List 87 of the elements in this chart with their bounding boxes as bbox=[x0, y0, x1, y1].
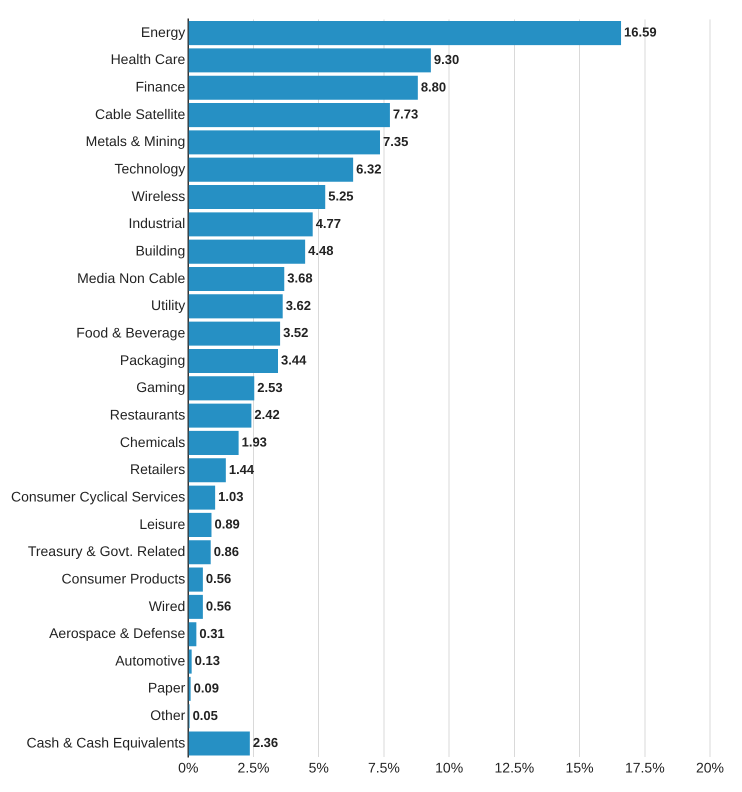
data-label: 3.68 bbox=[287, 270, 313, 286]
bar bbox=[188, 21, 622, 46]
bar bbox=[188, 266, 284, 292]
y-tick-label: Other bbox=[150, 707, 186, 724]
bar bbox=[188, 512, 212, 537]
data-label: 9.30 bbox=[434, 52, 460, 67]
x-tick-label: 10% bbox=[435, 759, 464, 776]
x-tick-label: 20% bbox=[696, 759, 724, 776]
data-label: 0.05 bbox=[192, 708, 218, 723]
bar bbox=[188, 732, 250, 756]
x-tick-label: 7.5% bbox=[368, 759, 400, 776]
data-label: 2.36 bbox=[252, 735, 278, 750]
y-tick-label: Retailers bbox=[130, 461, 186, 478]
data-label: 3.44 bbox=[281, 352, 308, 368]
y-tick-label: Wireless bbox=[132, 188, 186, 204]
y-tick-label: Wired bbox=[148, 598, 186, 614]
data-label: 0.13 bbox=[194, 653, 220, 668]
data-label: 0.31 bbox=[199, 626, 225, 641]
data-label: 3.52 bbox=[283, 325, 308, 340]
bar bbox=[188, 103, 390, 128]
y-tick-label: Treasury & Govt. Related bbox=[28, 543, 186, 560]
y-tick-label: Industrial bbox=[128, 215, 186, 232]
y-tick-label: Energy bbox=[140, 24, 186, 40]
data-label: 2.42 bbox=[254, 407, 280, 422]
data-label: 3.62 bbox=[286, 298, 312, 313]
x-tick-label: 5% bbox=[308, 759, 329, 776]
bar bbox=[188, 404, 252, 428]
x-tick-label: 2.5% bbox=[238, 759, 270, 776]
bar bbox=[188, 458, 226, 482]
y-tick-label: Consumer Products bbox=[62, 570, 186, 586]
bar bbox=[188, 376, 254, 400]
y-tick-label: Building bbox=[135, 242, 186, 259]
data-label: 6.32 bbox=[356, 161, 382, 176]
bar bbox=[188, 322, 280, 346]
y-tick-label: Finance bbox=[135, 78, 186, 95]
y-tick-label: Utility bbox=[151, 297, 186, 314]
data-label: 4.77 bbox=[316, 216, 342, 231]
x-tick-label: 15% bbox=[566, 759, 594, 776]
data-label: 0.09 bbox=[194, 680, 219, 696]
data-label: 0.56 bbox=[206, 571, 232, 586]
data-label: 0.89 bbox=[214, 516, 240, 532]
data-label: 1.44 bbox=[228, 462, 255, 477]
y-tick-label: Paper bbox=[148, 680, 186, 696]
data-label: 5.25 bbox=[328, 188, 354, 204]
bar bbox=[188, 540, 211, 564]
bar bbox=[188, 594, 203, 619]
y-tick-label: Metals & Mining bbox=[86, 133, 186, 150]
y-tick-label: Gaming bbox=[136, 379, 186, 396]
data-label: 16.59 bbox=[624, 24, 657, 40]
data-label: 0.86 bbox=[214, 544, 240, 559]
data-label: 7.73 bbox=[392, 106, 418, 122]
y-tick-label: Media Non Cable bbox=[77, 270, 186, 286]
bar bbox=[188, 430, 239, 455]
y-tick-label: Restaurants bbox=[110, 406, 186, 422]
bar bbox=[188, 294, 283, 318]
bar bbox=[188, 348, 278, 373]
y-tick-label: Chemicals bbox=[120, 434, 186, 450]
bar bbox=[188, 622, 196, 646]
bar bbox=[188, 568, 203, 592]
data-label: 1.93 bbox=[242, 434, 267, 450]
y-tick-label: Automotive bbox=[115, 652, 186, 668]
bar bbox=[188, 130, 380, 154]
y-tick-label: Cash & Cash Equivalents bbox=[26, 734, 186, 750]
bar bbox=[188, 76, 418, 100]
x-tick-label: 17.5% bbox=[624, 759, 665, 776]
y-tick-label: Cable Satellite bbox=[94, 106, 186, 122]
bar bbox=[188, 212, 313, 236]
bar bbox=[188, 240, 306, 264]
y-tick-label: Packaging bbox=[120, 352, 186, 368]
y-tick-label: Health Care bbox=[110, 51, 186, 68]
y-tick-label: Aerospace & Defense bbox=[49, 625, 186, 642]
bar bbox=[188, 48, 431, 72]
x-tick-label: 12.5% bbox=[494, 759, 534, 776]
data-label: 0.56 bbox=[206, 598, 232, 614]
y-tick-label: Technology bbox=[114, 160, 186, 177]
data-label: 7.35 bbox=[383, 134, 408, 149]
y-tick-label: Consumer Cyclical Services bbox=[10, 488, 186, 504]
bar bbox=[188, 486, 216, 510]
y-tick-label: Food & Beverage bbox=[76, 324, 186, 341]
data-label: 1.03 bbox=[218, 489, 244, 504]
bar bbox=[188, 184, 326, 210]
data-label: 4.48 bbox=[308, 243, 334, 258]
x-tick-label: 0% bbox=[178, 759, 198, 776]
y-tick-label: Leisure bbox=[139, 516, 186, 532]
data-label: 2.53 bbox=[257, 380, 283, 395]
bar bbox=[188, 158, 354, 182]
data-label: 8.80 bbox=[420, 79, 446, 94]
